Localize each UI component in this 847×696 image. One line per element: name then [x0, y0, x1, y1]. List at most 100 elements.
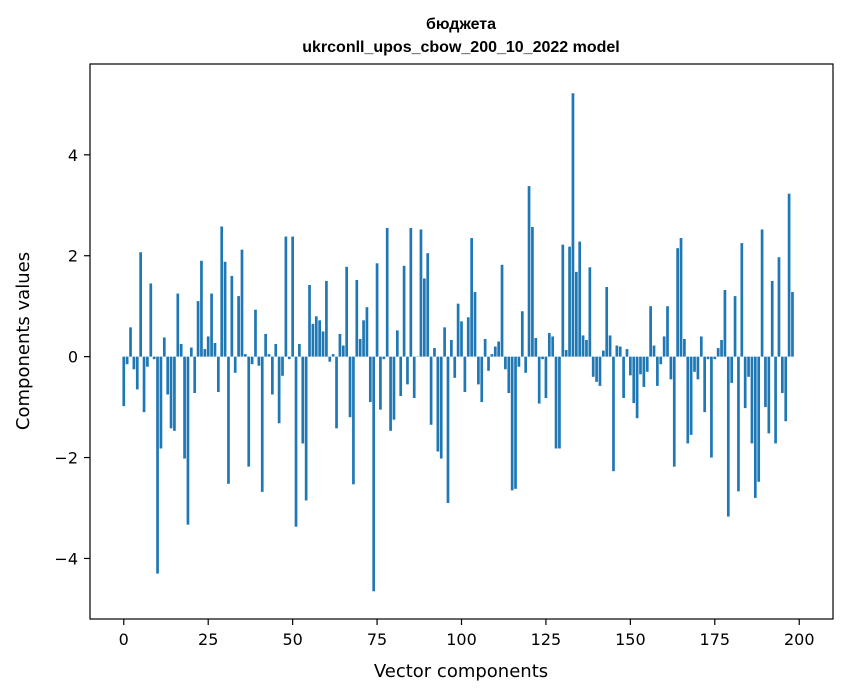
bar-107	[483, 338, 487, 357]
bar-59	[321, 331, 325, 357]
bar-78	[385, 227, 389, 357]
bar-192	[770, 280, 774, 357]
bar-71	[362, 320, 365, 357]
bar-66	[345, 266, 349, 357]
bar-143	[605, 287, 609, 357]
bar-185	[747, 356, 750, 377]
bar-191	[767, 356, 771, 434]
bar-153	[639, 356, 642, 375]
bar-123	[537, 356, 541, 404]
bar-28	[216, 356, 220, 392]
bar-72	[365, 307, 369, 357]
bar-148	[622, 356, 625, 399]
bar-125	[544, 356, 548, 399]
bar-106	[480, 356, 484, 403]
bar-95	[443, 327, 446, 357]
bar-159	[659, 356, 663, 365]
bars-group	[122, 93, 794, 592]
chart-title: бюджета	[426, 16, 496, 33]
bar-15	[173, 356, 176, 431]
bar-101	[463, 356, 467, 392]
bar-80	[392, 356, 396, 420]
bar-183	[740, 243, 744, 357]
bar-103	[470, 238, 473, 357]
bar-184	[743, 356, 747, 409]
bar-91	[429, 356, 433, 425]
x-tick-label: 100	[446, 630, 477, 649]
x-tick-label: 175	[700, 630, 731, 649]
bar-152	[635, 356, 639, 419]
bar-29	[220, 226, 224, 357]
bar-81	[395, 330, 399, 357]
bar-27	[213, 343, 217, 357]
bar-54	[304, 356, 308, 501]
bar-176	[716, 348, 720, 357]
bar-182	[737, 356, 740, 492]
bar-34	[237, 296, 240, 357]
bar-43	[267, 354, 271, 357]
bar-122	[534, 337, 538, 357]
bar-179	[726, 356, 730, 517]
bar-19	[186, 356, 190, 525]
bar-4	[135, 356, 139, 390]
bar-6	[142, 356, 146, 413]
bar-1	[125, 356, 129, 365]
bar-77	[382, 356, 386, 360]
bar-100	[460, 321, 463, 357]
bar-38	[250, 356, 254, 365]
bar-26	[210, 293, 213, 357]
bar-83	[402, 265, 406, 357]
bar-117	[517, 356, 521, 367]
bar-114	[507, 356, 511, 393]
bar-30	[223, 261, 227, 357]
bar-151	[632, 356, 636, 404]
y-tick-label: −4	[54, 549, 78, 568]
bar-12	[162, 337, 166, 357]
bar-169	[693, 356, 696, 372]
bar-33	[233, 356, 237, 373]
x-axis-ticks: 0 25 50 75 100 125 150 175 200	[119, 619, 815, 649]
bar-135	[578, 241, 582, 357]
bar-177	[720, 339, 723, 357]
bar-140	[595, 356, 598, 382]
bar-168	[689, 356, 693, 435]
bar-198	[791, 292, 794, 357]
bar-41	[260, 356, 264, 492]
bar-160	[662, 336, 666, 357]
bar-104	[473, 292, 477, 357]
x-axis-label: Vector components	[374, 661, 548, 682]
bar-18	[183, 356, 186, 459]
bar-146	[615, 345, 619, 357]
bar-150	[629, 356, 632, 376]
bar-31	[227, 356, 230, 484]
bar-89	[423, 278, 426, 357]
bar-53	[301, 356, 305, 444]
bar-35	[240, 249, 244, 357]
bar-60	[325, 280, 328, 357]
bar-194	[777, 257, 781, 357]
bar-90	[426, 253, 430, 357]
bar-16	[176, 293, 180, 357]
bar-115	[510, 356, 514, 491]
bar-61	[328, 356, 332, 362]
bar-57	[314, 316, 318, 357]
bar-174	[710, 356, 713, 458]
bar-46	[277, 356, 281, 424]
bar-58	[318, 320, 321, 357]
y-tick-label: 2	[68, 247, 78, 266]
bar-7	[146, 356, 149, 367]
plot-frame	[89, 63, 834, 620]
bar-116	[514, 356, 517, 489]
bar-172	[703, 356, 707, 413]
bar-129	[558, 356, 561, 449]
bar-5	[139, 252, 143, 357]
bar-108	[487, 356, 490, 371]
bar-171	[699, 336, 703, 357]
x-tick-label: 0	[119, 630, 129, 649]
bar-65	[341, 345, 345, 357]
bar-68	[352, 356, 355, 485]
bar-196	[784, 356, 788, 422]
bar-131	[564, 350, 568, 357]
y-axis-label: Components values	[13, 252, 34, 430]
